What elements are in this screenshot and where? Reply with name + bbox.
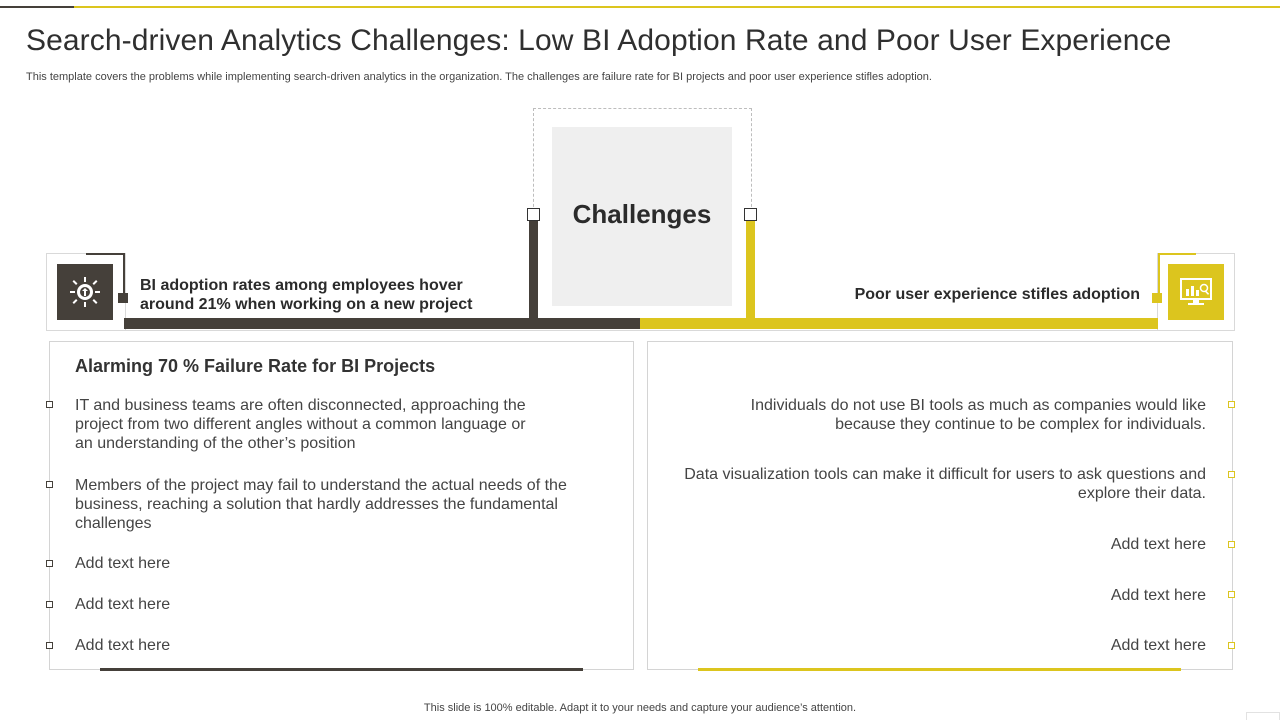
right-panel-underline — [698, 668, 1181, 671]
right-vertical-connector — [746, 220, 755, 320]
right-strip-line — [640, 330, 1235, 331]
left-vertical-connector — [529, 220, 538, 320]
list-bullet — [46, 401, 53, 408]
list-item: Add text here — [1110, 587, 1206, 604]
left-heading-line2: around 21% when working on a new project — [140, 296, 473, 313]
left-heading-line1: BI adoption rates among employees hover — [140, 277, 463, 294]
list-item: Add text here — [1110, 536, 1206, 553]
list-bullet — [1228, 591, 1235, 598]
list-item: IT and business teams are often disconne… — [75, 397, 526, 452]
left-strip-line — [46, 330, 640, 331]
list-bullet — [46, 560, 53, 567]
corner-decoration — [1246, 712, 1280, 720]
list-item: Add text here — [75, 555, 171, 572]
left-horizontal-connector — [124, 318, 688, 329]
top-accent-dark — [0, 6, 74, 8]
page-subtitle: This template covers the problems while … — [26, 71, 932, 83]
list-item: Add text here — [1110, 637, 1206, 654]
top-accent-yellow — [74, 6, 1280, 8]
analytics-monitor-icon — [1168, 264, 1224, 320]
left-panel-underline — [100, 668, 583, 671]
page-title: Search-driven Analytics Challenges: Low … — [26, 24, 1172, 57]
bi-gear-icon — [57, 264, 113, 320]
right-heading: Poor user experience stifles adoption — [854, 286, 1140, 303]
left-connector-node — [527, 208, 540, 221]
list-bullet — [1228, 541, 1235, 548]
list-bullet — [1228, 642, 1235, 649]
left-bracket — [86, 253, 125, 299]
right-bracket — [1158, 253, 1196, 299]
list-bullet — [1228, 471, 1235, 478]
left-panel-title: Alarming 70 % Failure Rate for BI Projec… — [75, 356, 436, 376]
right-content-panel — [647, 341, 1233, 670]
list-item: Data visualization tools can make it dif… — [684, 466, 1206, 502]
list-item: Add text here — [75, 637, 171, 654]
left-connector-dot — [118, 293, 128, 303]
list-item: Members of the project may fail to under… — [75, 477, 567, 532]
right-connector-node — [744, 208, 757, 221]
right-connector-dot — [1152, 293, 1162, 303]
center-box — [552, 127, 732, 306]
right-icon-frame — [1157, 253, 1235, 331]
right-horizontal-connector — [640, 318, 1158, 329]
list-item: Individuals do not use BI tools as much … — [750, 397, 1206, 433]
footer-note: This slide is 100% editable. Adapt it to… — [423, 702, 857, 714]
list-bullet — [1228, 401, 1235, 408]
left-heading: BI adoption rates among employees hover … — [140, 276, 520, 314]
list-item: Add text here — [75, 596, 171, 613]
list-bullet — [46, 601, 53, 608]
list-bullet — [46, 642, 53, 649]
center-label: Challenges — [572, 199, 712, 229]
list-bullet — [46, 481, 53, 488]
